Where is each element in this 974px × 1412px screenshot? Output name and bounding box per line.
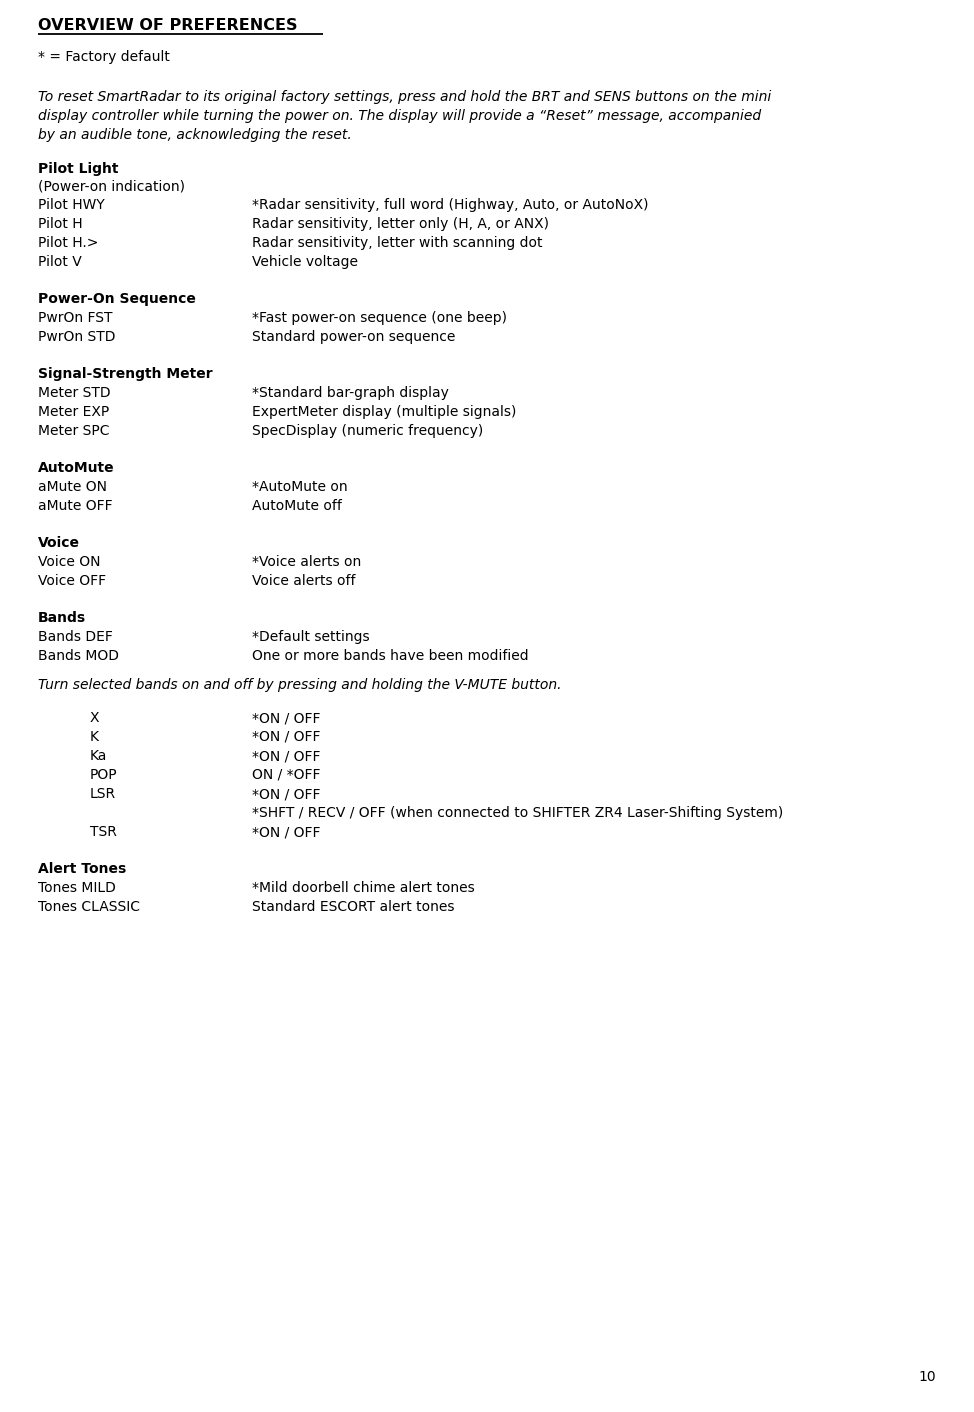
Text: Power-On Sequence: Power-On Sequence — [38, 292, 196, 306]
Text: PwrOn FST: PwrOn FST — [38, 311, 113, 325]
Text: X: X — [90, 712, 99, 724]
Text: ON / *OFF: ON / *OFF — [252, 768, 320, 782]
Text: Voice ON: Voice ON — [38, 555, 100, 569]
Text: PwrOn STD: PwrOn STD — [38, 330, 116, 345]
Text: Tones CLASSIC: Tones CLASSIC — [38, 899, 140, 914]
Text: *ON / OFF: *ON / OFF — [252, 730, 320, 744]
Text: Turn selected bands on and off by pressing and holding the V-MUTE button.: Turn selected bands on and off by pressi… — [38, 678, 561, 692]
Text: Pilot Light: Pilot Light — [38, 162, 119, 176]
Text: *Standard bar-graph display: *Standard bar-graph display — [252, 385, 449, 400]
Text: *AutoMute on: *AutoMute on — [252, 480, 348, 494]
Text: aMute ON: aMute ON — [38, 480, 107, 494]
Text: TSR: TSR — [90, 825, 117, 839]
Text: Pilot H.>: Pilot H.> — [38, 236, 98, 250]
Text: aMute OFF: aMute OFF — [38, 498, 113, 513]
Text: *ON / OFF: *ON / OFF — [252, 712, 320, 724]
Text: *ON / OFF: *ON / OFF — [252, 748, 320, 762]
Text: AutoMute: AutoMute — [38, 460, 115, 474]
Text: *SHFT / RECV / OFF (when connected to SHIFTER ZR4 Laser-Shifting System): *SHFT / RECV / OFF (when connected to SH… — [252, 806, 783, 820]
Text: by an audible tone, acknowledging the reset.: by an audible tone, acknowledging the re… — [38, 128, 352, 143]
Text: Alert Tones: Alert Tones — [38, 861, 127, 875]
Text: Pilot H: Pilot H — [38, 217, 83, 232]
Text: 10: 10 — [918, 1370, 936, 1384]
Text: One or more bands have been modified: One or more bands have been modified — [252, 650, 529, 664]
Text: display controller while turning the power on. The display will provide a “Reset: display controller while turning the pow… — [38, 109, 761, 123]
Text: *ON / OFF: *ON / OFF — [252, 786, 320, 801]
Text: Vehicle voltage: Vehicle voltage — [252, 256, 358, 270]
Text: K: K — [90, 730, 99, 744]
Text: Voice OFF: Voice OFF — [38, 575, 106, 587]
Text: Bands DEF: Bands DEF — [38, 630, 113, 644]
Text: Tones MILD: Tones MILD — [38, 881, 116, 895]
Text: Standard ESCORT alert tones: Standard ESCORT alert tones — [252, 899, 455, 914]
Text: *ON / OFF: *ON / OFF — [252, 825, 320, 839]
Text: Pilot V: Pilot V — [38, 256, 82, 270]
Text: LSR: LSR — [90, 786, 116, 801]
Text: Ka: Ka — [90, 748, 107, 762]
Text: Meter EXP: Meter EXP — [38, 405, 109, 419]
Text: Pilot HWY: Pilot HWY — [38, 198, 105, 212]
Text: OVERVIEW OF PREFERENCES: OVERVIEW OF PREFERENCES — [38, 18, 297, 32]
Text: Radar sensitivity, letter with scanning dot: Radar sensitivity, letter with scanning … — [252, 236, 543, 250]
Text: *Default settings: *Default settings — [252, 630, 369, 644]
Text: AutoMute off: AutoMute off — [252, 498, 342, 513]
Text: To reset SmartRadar to its original factory settings, press and hold the BRT and: To reset SmartRadar to its original fact… — [38, 90, 771, 104]
Text: *Radar sensitivity, full word (Highway, Auto, or AutoNoX): *Radar sensitivity, full word (Highway, … — [252, 198, 649, 212]
Text: Meter SPC: Meter SPC — [38, 424, 109, 438]
Text: (Power-on indication): (Power-on indication) — [38, 179, 185, 193]
Text: POP: POP — [90, 768, 118, 782]
Text: Standard power-on sequence: Standard power-on sequence — [252, 330, 456, 345]
Text: * = Factory default: * = Factory default — [38, 49, 169, 64]
Text: *Voice alerts on: *Voice alerts on — [252, 555, 361, 569]
Text: *Mild doorbell chime alert tones: *Mild doorbell chime alert tones — [252, 881, 474, 895]
Text: Voice alerts off: Voice alerts off — [252, 575, 356, 587]
Text: Voice: Voice — [38, 537, 80, 551]
Text: ExpertMeter display (multiple signals): ExpertMeter display (multiple signals) — [252, 405, 516, 419]
Text: Meter STD: Meter STD — [38, 385, 111, 400]
Text: *Fast power-on sequence (one beep): *Fast power-on sequence (one beep) — [252, 311, 507, 325]
Text: Bands MOD: Bands MOD — [38, 650, 119, 664]
Text: Bands: Bands — [38, 611, 86, 626]
Text: Signal-Strength Meter: Signal-Strength Meter — [38, 367, 212, 381]
Text: Radar sensitivity, letter only (H, A, or ANX): Radar sensitivity, letter only (H, A, or… — [252, 217, 549, 232]
Text: SpecDisplay (numeric frequency): SpecDisplay (numeric frequency) — [252, 424, 483, 438]
